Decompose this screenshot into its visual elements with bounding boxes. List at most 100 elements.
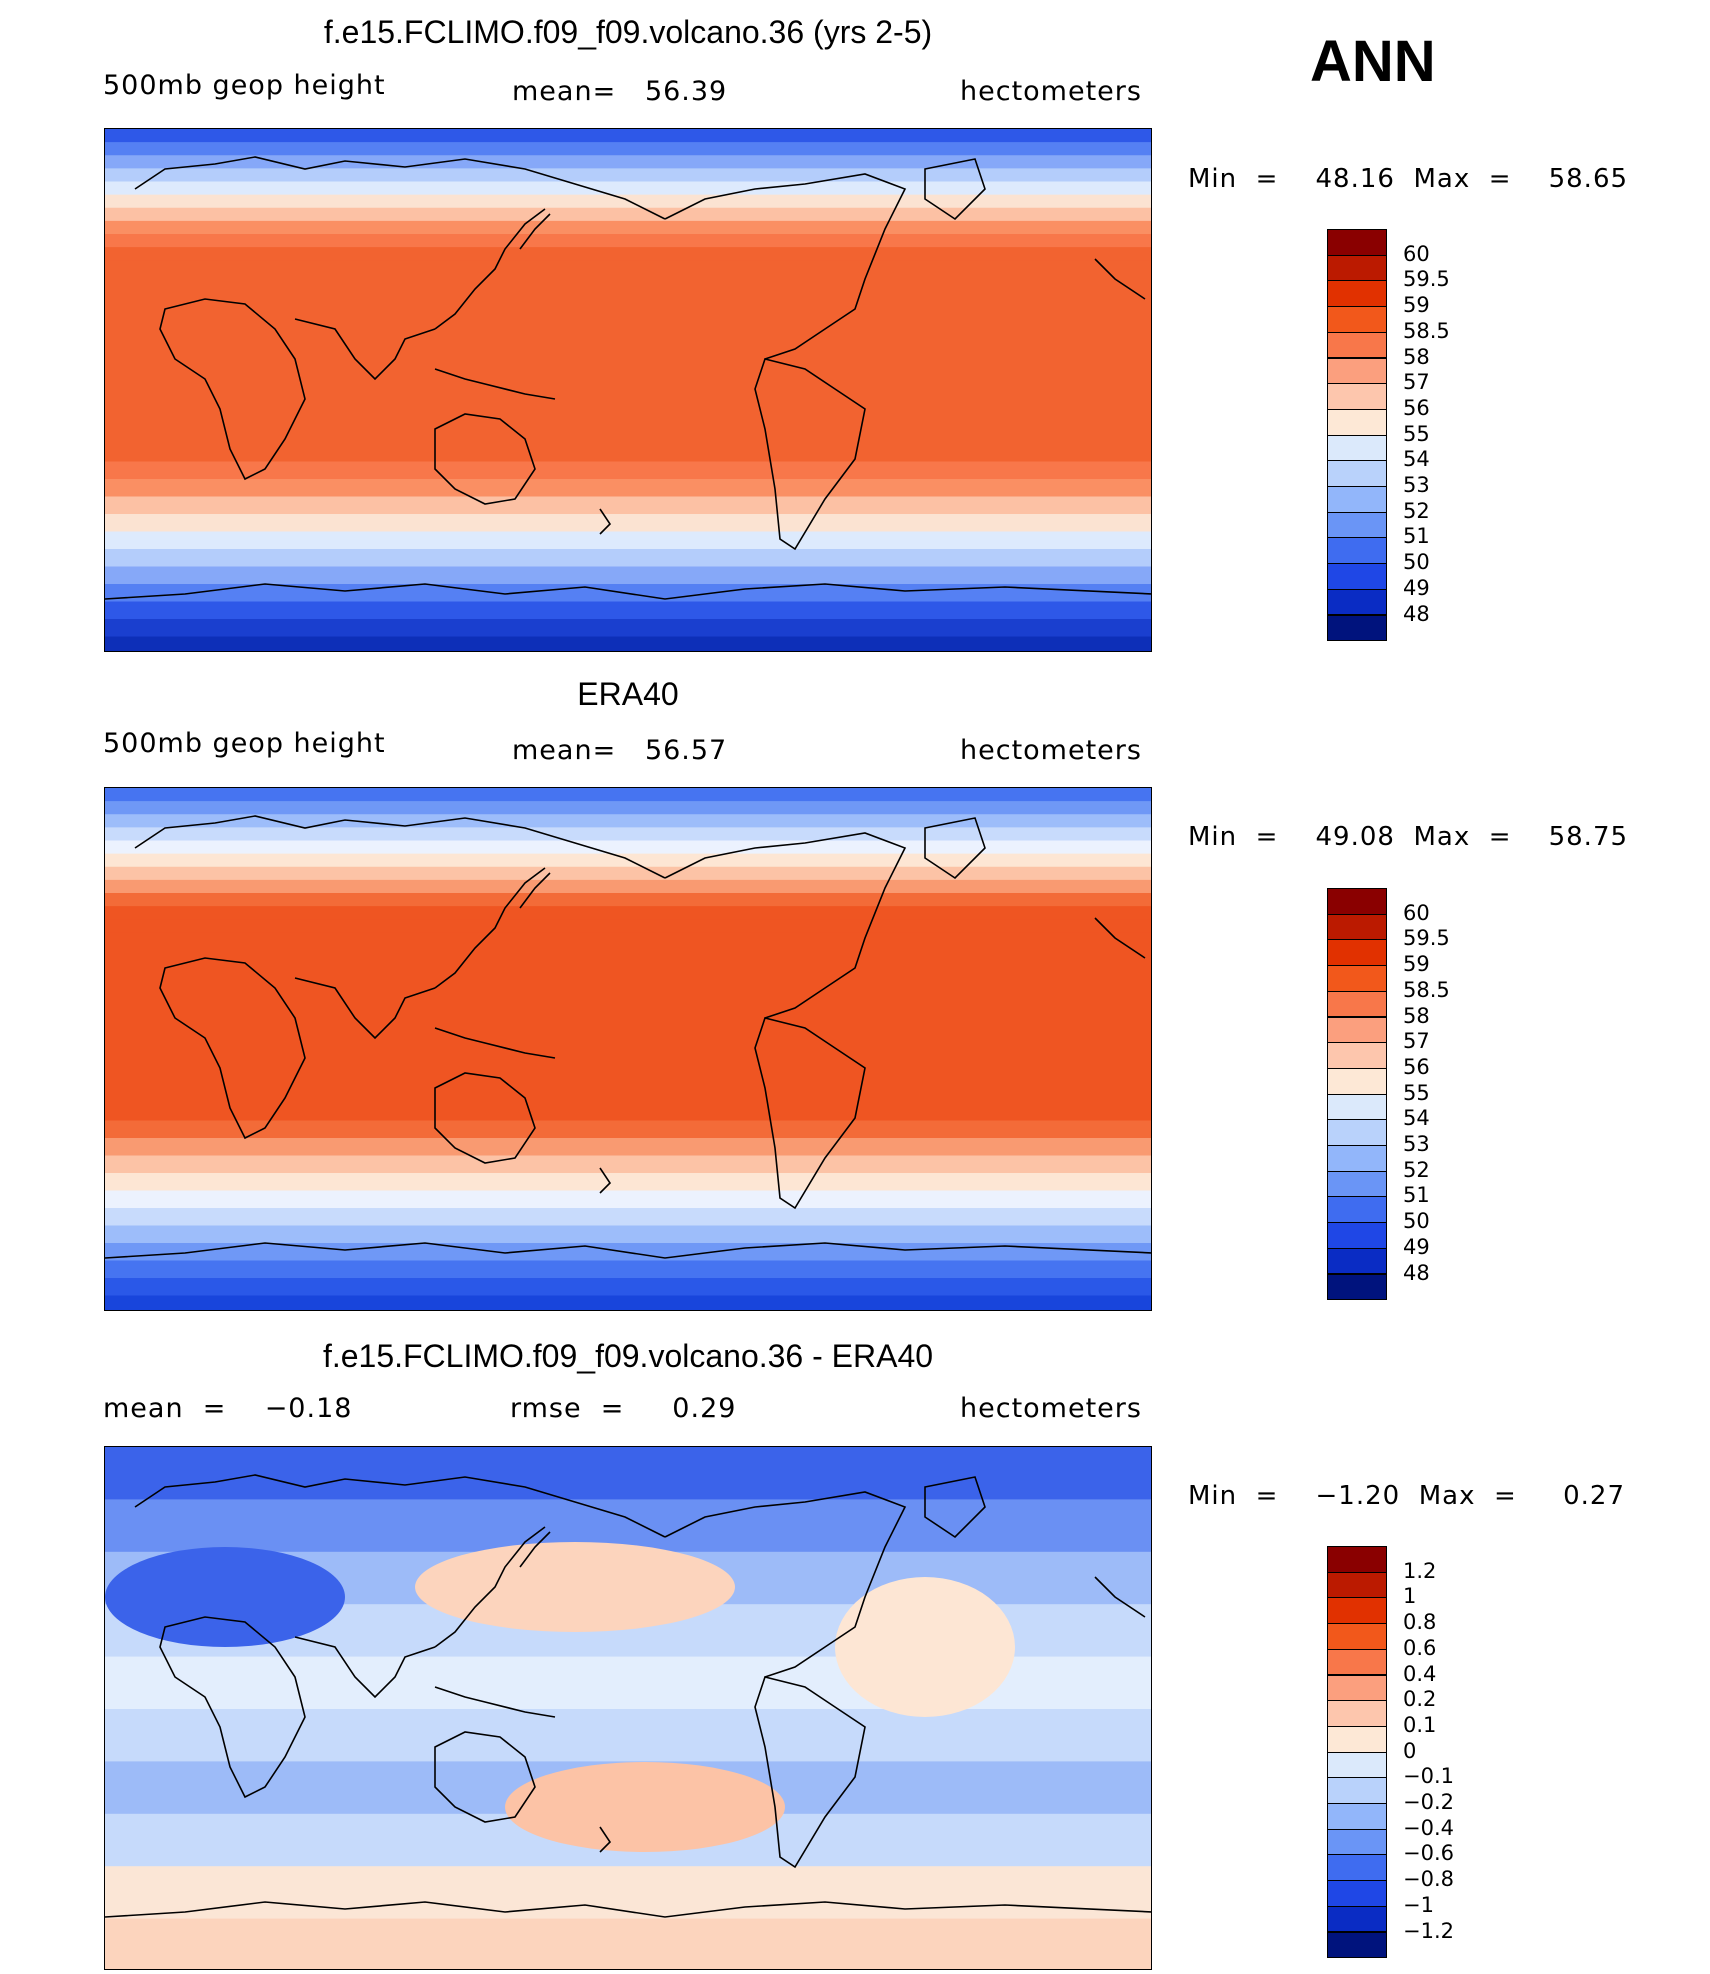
colorbar-label: 56 bbox=[1403, 1054, 1430, 1079]
colorbar-swatch bbox=[1327, 408, 1387, 436]
panel-3-mean-label: mean = −0.18 bbox=[103, 1393, 353, 1424]
colorbar-label: 55 bbox=[1403, 1080, 1430, 1105]
contour-band bbox=[105, 1172, 1151, 1191]
colorbar-swatch bbox=[1327, 306, 1387, 333]
colorbar-swatch bbox=[1327, 1828, 1387, 1856]
contour-band bbox=[105, 155, 1151, 170]
contour-band bbox=[105, 840, 1151, 855]
panel-3-units-label: hectometers bbox=[960, 1393, 1142, 1424]
coastline bbox=[1094, 1576, 1146, 1618]
contour-map bbox=[105, 788, 1151, 1310]
panel-3-rmse-label: rmse = 0.29 bbox=[510, 1393, 737, 1424]
coastline bbox=[1094, 917, 1146, 959]
contour-band bbox=[105, 530, 1151, 549]
colorbar-label: 1.2 bbox=[1403, 1558, 1437, 1583]
contour-band bbox=[105, 788, 1151, 803]
contour-band bbox=[105, 853, 1151, 868]
colorbar-swatch bbox=[1327, 913, 1387, 941]
colorbar-label: 56 bbox=[1403, 395, 1430, 420]
coastline bbox=[105, 1901, 1151, 1918]
contour-band bbox=[105, 600, 1151, 619]
colorbar-swatch bbox=[1327, 1119, 1387, 1146]
panel-3-minmax: Min = −1.20 Max = 0.27 bbox=[1188, 1481, 1625, 1511]
colorbar-label: 59 bbox=[1403, 952, 1430, 977]
contour-band bbox=[105, 129, 1151, 144]
colorbar-label: −0.6 bbox=[1403, 1841, 1454, 1866]
contour-band bbox=[105, 565, 1151, 584]
contour-band bbox=[105, 478, 1151, 497]
colorbar-swatch bbox=[1327, 888, 1387, 915]
colorbar-swatch bbox=[1327, 1247, 1387, 1275]
contour-band bbox=[105, 1242, 1151, 1261]
colorbar-label: 0.4 bbox=[1403, 1661, 1437, 1686]
contour-band bbox=[105, 893, 1151, 908]
panel-2-variable-label: 500mb geop height bbox=[103, 728, 386, 759]
colorbar-swatch bbox=[1327, 1854, 1387, 1882]
contour-band bbox=[105, 247, 1151, 262]
colorbar-label: 54 bbox=[1403, 447, 1430, 472]
colorbar-label: 0.2 bbox=[1403, 1687, 1437, 1712]
colorbar-label: 52 bbox=[1403, 1157, 1430, 1182]
colorbar-label: 58 bbox=[1403, 1003, 1430, 1028]
coastline bbox=[434, 1526, 546, 1648]
panel-2-title: ERA40 bbox=[577, 676, 679, 712]
coastline bbox=[434, 413, 536, 505]
colorbar-swatch bbox=[1327, 331, 1387, 359]
colorbar-label: −0.1 bbox=[1403, 1764, 1454, 1789]
panel-2-colorbar: 60 59.5 59 58.5 58 57 56 55 54 53 52 51 50 49 48 bbox=[1327, 888, 1450, 1301]
contour-band bbox=[105, 827, 1151, 842]
colorbar-label: 57 bbox=[1403, 370, 1430, 395]
colorbar-label: −0.8 bbox=[1403, 1867, 1454, 1892]
coastline bbox=[519, 872, 551, 909]
season-label: ANN bbox=[1310, 29, 1436, 94]
contour-band bbox=[105, 207, 1151, 222]
contour-band bbox=[105, 866, 1151, 881]
coastline bbox=[924, 158, 986, 221]
contour-band bbox=[105, 1102, 1151, 1121]
colorbar-swatch bbox=[1327, 1170, 1387, 1198]
coastline bbox=[134, 156, 666, 220]
contour-band bbox=[105, 168, 1151, 183]
colorbar-swatch bbox=[1327, 383, 1387, 410]
colorbar-label: 0.6 bbox=[1403, 1635, 1437, 1660]
colorbar-swatch bbox=[1327, 939, 1387, 967]
coastline bbox=[599, 508, 612, 535]
coastline bbox=[434, 1731, 536, 1823]
contour-band bbox=[105, 814, 1151, 829]
contour-band bbox=[105, 618, 1151, 637]
coastline bbox=[599, 1167, 612, 1194]
coastline bbox=[434, 1686, 556, 1718]
contour-anomaly bbox=[835, 1577, 1015, 1717]
colorbar-label: 53 bbox=[1403, 473, 1430, 497]
contour-band bbox=[105, 1709, 1151, 1763]
coastline bbox=[105, 1242, 1151, 1259]
colorbar-swatch bbox=[1327, 486, 1387, 513]
colorbar-swatch bbox=[1327, 1905, 1387, 1933]
contour-band bbox=[105, 1447, 1151, 1501]
contour-band bbox=[105, 220, 1151, 235]
colorbar-swatch bbox=[1327, 460, 1387, 487]
contour-band bbox=[105, 1294, 1151, 1310]
colorbar-swatch bbox=[1327, 1093, 1387, 1121]
contour-band bbox=[105, 1154, 1151, 1173]
coastline bbox=[754, 1017, 866, 1210]
colorbar-label: 1 bbox=[1403, 1584, 1417, 1609]
colorbar-label: −1 bbox=[1403, 1892, 1434, 1917]
colorbar-label: 57 bbox=[1403, 1029, 1430, 1054]
panel-2-units-label: hectometers bbox=[960, 735, 1142, 766]
colorbar-label: 59.5 bbox=[1403, 267, 1450, 292]
contour-band bbox=[105, 234, 1151, 249]
coastline bbox=[294, 1636, 436, 1699]
colorbar-label: 53 bbox=[1403, 1132, 1430, 1156]
colorbar-swatch bbox=[1327, 614, 1387, 642]
colorbar-swatch bbox=[1327, 1880, 1387, 1907]
panel-1-minmax: Min = 48.16 Max = 58.65 bbox=[1188, 164, 1629, 194]
colorbar-label: 58 bbox=[1403, 344, 1430, 369]
contour-band bbox=[105, 879, 1151, 894]
coastline bbox=[434, 1072, 536, 1164]
colorbar-label: 0 bbox=[1403, 1738, 1417, 1763]
contour-band bbox=[105, 294, 1151, 444]
colorbar-swatch bbox=[1327, 1067, 1387, 1095]
coastline bbox=[294, 977, 436, 1040]
contour-band bbox=[105, 548, 1151, 567]
